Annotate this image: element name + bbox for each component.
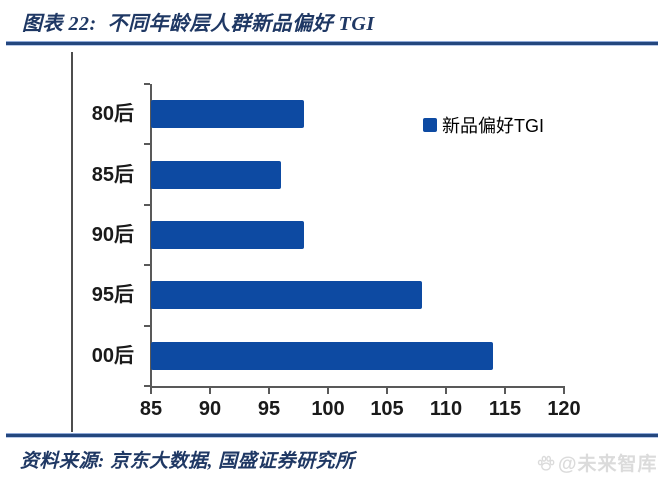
bar-00后[interactable] — [151, 341, 494, 370]
x-tick-label: 85 — [139, 398, 163, 420]
bar-95后[interactable] — [151, 281, 423, 310]
y-axis-tick — [144, 203, 150, 206]
y-axis-tick — [144, 83, 150, 85]
source-note: 资料来源: 京东大数据, 国盛证券研究所 — [20, 451, 355, 472]
x-tick-label: 110 — [429, 398, 463, 420]
x-tick-label: 120 — [547, 398, 581, 420]
x-axis-tick — [150, 388, 152, 394]
x-axis-tick — [386, 388, 388, 394]
category-label: 00后 — [91, 344, 134, 367]
bar-90后[interactable] — [151, 221, 305, 249]
x-tick-label: 115 — [488, 398, 522, 420]
watermark: @未来智库 — [536, 449, 658, 476]
legend-swatch — [423, 118, 437, 132]
x-axis-tick — [268, 388, 270, 394]
x-axis-tick — [445, 388, 447, 394]
legend-label: 新品偏好TGI — [442, 116, 544, 136]
bar-85后[interactable] — [151, 160, 281, 189]
paw-icon — [537, 455, 555, 471]
figure-left-border — [71, 52, 73, 432]
chart-legend: 新品偏好TGI — [423, 112, 544, 138]
top-rule — [6, 41, 658, 46]
x-tick-label: 105 — [370, 398, 404, 420]
y-axis-tick — [144, 264, 150, 267]
x-axis — [150, 386, 565, 388]
bottom-rule — [6, 433, 658, 438]
category-label: 80后 — [91, 103, 134, 126]
category-label: 90后 — [91, 224, 134, 246]
bar-80后[interactable] — [151, 100, 305, 129]
x-axis-tick — [209, 388, 211, 394]
y-axis-tick — [144, 143, 150, 146]
category-label: 85后 — [91, 163, 134, 186]
x-axis-tick — [327, 388, 329, 394]
x-axis-tick — [563, 388, 565, 394]
x-tick-label: 90 — [198, 398, 222, 420]
category-label: 95后 — [91, 284, 134, 307]
watermark-text: @未来智库 — [558, 454, 658, 475]
y-axis-tick — [144, 324, 150, 327]
x-tick-label: 95 — [257, 398, 281, 420]
figure-title: 图表 22: 不同年龄层人群新品偏好 TGI — [22, 13, 375, 35]
x-tick-label: 100 — [311, 398, 345, 420]
y-axis-tick — [144, 385, 150, 387]
x-axis-tick — [504, 388, 506, 394]
